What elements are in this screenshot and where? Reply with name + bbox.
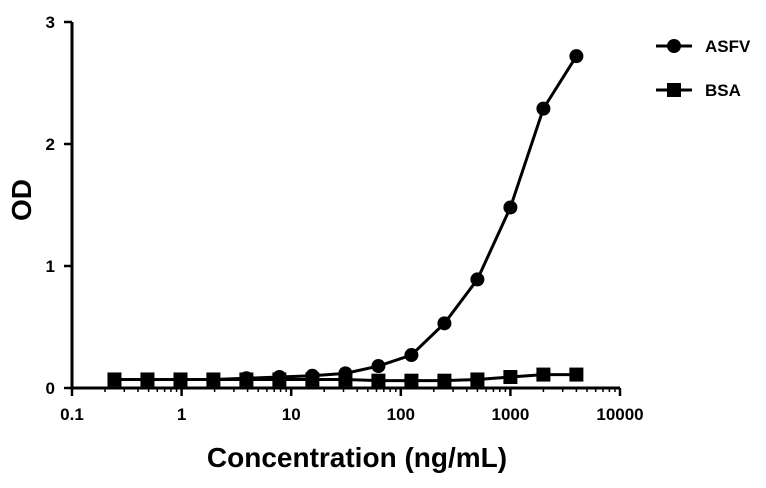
data-point <box>239 371 254 386</box>
legend-item-asfv: ASFV <box>656 37 751 56</box>
data-point <box>140 372 155 387</box>
data-point <box>206 372 221 387</box>
data-point <box>536 101 551 116</box>
data-point <box>437 316 452 331</box>
data-point <box>338 366 353 381</box>
axes: 0.1 1 10 100 1000 10000 0 1 2 3 <box>46 13 644 424</box>
data-point <box>371 359 386 374</box>
data-point <box>404 373 419 388</box>
data-point <box>437 373 452 388</box>
y-tick-label: 3 <box>46 13 55 32</box>
series-line <box>114 55 578 381</box>
data-point <box>305 368 320 383</box>
x-tick-label: 0.1 <box>60 405 84 424</box>
x-tick-label: 10 <box>282 405 301 424</box>
data-point <box>470 272 485 287</box>
y-tick-label: 0 <box>46 379 55 398</box>
data-point <box>107 372 122 387</box>
legend-label: BSA <box>705 81 741 100</box>
data-point <box>569 49 584 64</box>
data-point <box>503 370 518 385</box>
data-point <box>503 200 518 215</box>
x-tick-label: 1000 <box>491 405 529 424</box>
y-tick-label: 1 <box>46 257 55 276</box>
square-marker-icon <box>667 83 681 97</box>
data-point <box>272 370 287 385</box>
x-tick-label: 10000 <box>596 405 643 424</box>
data-point <box>470 372 485 387</box>
y-tick-label: 2 <box>46 135 55 154</box>
x-tick-label: 1 <box>177 405 186 424</box>
data-point <box>173 372 188 387</box>
circle-marker-icon <box>667 39 681 53</box>
legend: ASFV BSA <box>656 37 751 100</box>
y-axis-label: OD <box>6 179 37 221</box>
data-point <box>569 367 584 382</box>
series-layer <box>107 49 584 388</box>
legend-item-bsa: BSA <box>656 81 741 100</box>
data-point <box>404 348 419 363</box>
series-asfv <box>107 49 584 387</box>
data-point <box>536 367 551 382</box>
x-axis-label: Concentration (ng/mL) <box>207 442 507 473</box>
data-point <box>371 373 386 388</box>
legend-label: ASFV <box>705 37 751 56</box>
x-tick-label: 100 <box>387 405 415 424</box>
